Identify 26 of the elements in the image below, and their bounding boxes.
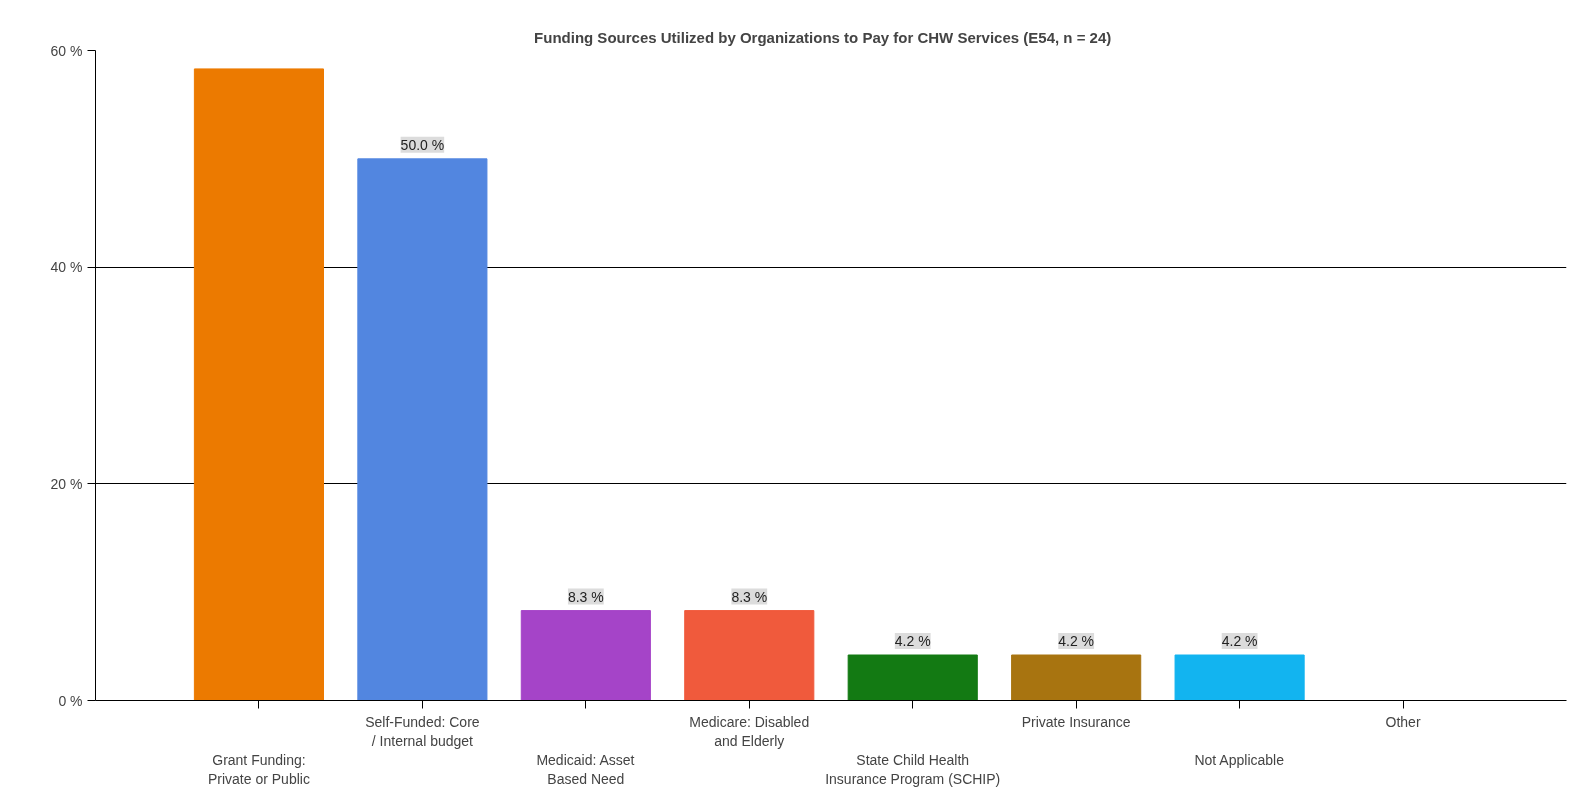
bar [520,610,651,701]
x-tick-label: Other [1385,713,1421,730]
data-label: 4.2 % [1221,633,1258,649]
x-tick-label: Self-Funded: Core / Internal budget [365,713,480,749]
bar [847,654,978,701]
x-tick-label: State Child Health Insurance Program (SCHIP) [825,751,1001,788]
chart-title: Funding Sources Utilized by Organizations to Pay for CHW Services (E54, n = 24) [534,28,1112,46]
x-tick-label: Grant Funding: Private or Public [207,751,310,788]
x-tick-label: Not Applicable [1194,751,1285,768]
y-tick-label: 20 % [50,475,83,492]
data-label: 4.2 % [1058,633,1095,649]
data-label: 8.3 % [731,588,768,605]
x-tick-label: Private Insurance [1021,713,1131,730]
bar [1011,654,1142,701]
bar [684,610,815,701]
data-label: 50.0 % [400,136,445,153]
y-tick-label: 0 % [58,692,83,709]
x-tick-label: Medicare: Disabled and Elderly [689,713,810,749]
data-label: 8.3 % [567,588,604,605]
bar [357,158,488,701]
data-label: 4.2 % [894,633,931,649]
bar [1174,654,1305,701]
x-tick-label: Medicaid: Asset Based Need [536,751,635,788]
y-tick-label: 60 % [50,42,83,59]
bar [193,68,325,701]
y-tick-label: 40 % [50,259,83,276]
